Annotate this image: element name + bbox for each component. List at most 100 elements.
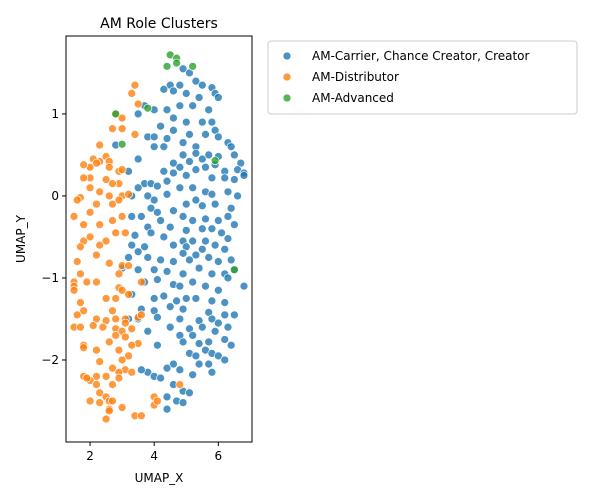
data-point (188, 183, 198, 193)
data-point (181, 89, 191, 98)
data-point (233, 191, 242, 201)
data-point (85, 183, 95, 193)
data-point (149, 132, 159, 142)
data-point (111, 331, 121, 340)
data-point (95, 388, 105, 398)
data-point (149, 294, 159, 303)
data-point (220, 310, 230, 320)
legend-frame (267, 40, 578, 115)
data-point (92, 345, 101, 355)
data-point (117, 165, 127, 175)
data-point (72, 310, 82, 320)
data-point (210, 240, 220, 250)
data-point (133, 183, 143, 193)
data-point (175, 365, 185, 375)
data-point (108, 179, 117, 188)
legend: AM-Carrier, Chance Creator, Creator AM-Di… (267, 40, 578, 115)
data-point (159, 142, 169, 152)
data-point (95, 357, 105, 366)
data-point (153, 340, 162, 350)
data-point (114, 269, 124, 279)
data-point (117, 113, 127, 123)
data-point (178, 398, 188, 407)
y-tick-label: −1 (41, 271, 59, 285)
data-point (133, 154, 143, 164)
data-point (201, 281, 210, 291)
data-point (117, 212, 127, 221)
data-point (76, 298, 85, 307)
data-point (213, 351, 223, 361)
axes-group: 2 4 6 −2 −1 0 1 (41, 35, 253, 463)
data-point (133, 247, 143, 257)
data-point (117, 403, 127, 412)
data-point (108, 306, 117, 316)
data-point (204, 105, 214, 115)
data-point (159, 84, 169, 94)
data-point (98, 322, 108, 332)
data-point (95, 398, 105, 407)
data-point (82, 277, 92, 287)
data-point (156, 121, 165, 131)
data-point (207, 224, 217, 234)
data-point (111, 294, 121, 303)
data-point (185, 157, 194, 166)
data-point (220, 335, 230, 344)
data-point (194, 359, 204, 369)
data-point (92, 250, 101, 260)
data-point (137, 411, 146, 421)
data-point (153, 396, 162, 406)
legend-label: AM-Advanced (312, 91, 394, 105)
data-point (175, 281, 185, 291)
data-point (223, 212, 233, 221)
data-point (188, 331, 198, 340)
data-point (197, 224, 207, 234)
y-tick-label: 0 (51, 189, 59, 203)
y-tick-label: −2 (41, 353, 59, 367)
data-point (149, 195, 159, 205)
data-point (108, 199, 117, 209)
x-tick-label: 6 (215, 449, 223, 463)
data-point (169, 206, 178, 216)
data-point (124, 261, 133, 271)
data-point (165, 322, 175, 332)
data-point (181, 294, 191, 303)
data-point (191, 250, 201, 260)
data-point (223, 234, 233, 243)
data-point (88, 321, 98, 330)
x-axis-label: UMAP_X (135, 471, 184, 485)
data-point (230, 265, 239, 275)
data-point (127, 340, 137, 350)
data-point (175, 162, 185, 172)
data-point (143, 326, 153, 336)
data-point (137, 212, 146, 221)
data-point (162, 189, 172, 199)
data-point (85, 207, 95, 217)
data-point (197, 80, 207, 90)
data-point (124, 253, 133, 262)
data-point (220, 173, 230, 183)
data-point (188, 101, 198, 111)
data-point (137, 365, 146, 375)
data-point (140, 242, 149, 252)
data-point (153, 181, 162, 191)
data-point (188, 236, 198, 246)
data-point (188, 277, 198, 287)
data-point (175, 101, 185, 111)
x-tick-label: 2 (86, 449, 94, 463)
data-point (108, 216, 117, 225)
y-axis-label: UMAP_Y (14, 214, 28, 263)
data-point (127, 367, 137, 377)
data-point (79, 306, 88, 316)
data-point (114, 195, 124, 205)
data-point (153, 275, 162, 284)
data-point (79, 173, 88, 183)
data-point (114, 373, 124, 383)
data-point (143, 191, 153, 201)
data-point (169, 158, 178, 168)
data-point (197, 322, 207, 332)
data-point (220, 298, 230, 307)
data-point (188, 61, 198, 71)
data-point (169, 359, 178, 369)
data-point (92, 380, 101, 389)
data-point (226, 340, 236, 350)
